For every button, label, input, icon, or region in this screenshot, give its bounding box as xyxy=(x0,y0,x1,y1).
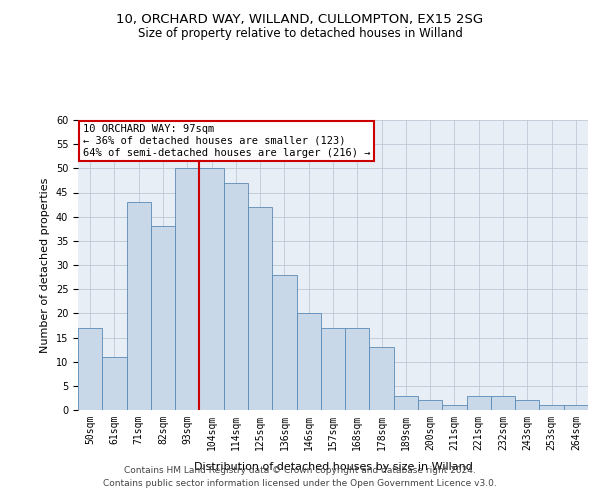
Bar xyxy=(127,202,151,410)
Bar xyxy=(394,396,418,410)
Bar xyxy=(418,400,442,410)
Text: Contains HM Land Registry data © Crown copyright and database right 2024.
Contai: Contains HM Land Registry data © Crown c… xyxy=(103,466,497,487)
Text: Distribution of detached houses by size in Willand: Distribution of detached houses by size … xyxy=(194,462,472,472)
Bar xyxy=(199,168,224,410)
Bar xyxy=(370,347,394,410)
Bar xyxy=(151,226,175,410)
Bar xyxy=(102,357,127,410)
Bar xyxy=(224,183,248,410)
Y-axis label: Number of detached properties: Number of detached properties xyxy=(40,178,50,352)
Bar xyxy=(272,274,296,410)
Bar xyxy=(345,328,370,410)
Bar xyxy=(539,405,564,410)
Bar xyxy=(321,328,345,410)
Bar xyxy=(78,328,102,410)
Bar xyxy=(248,207,272,410)
Text: 10 ORCHARD WAY: 97sqm
← 36% of detached houses are smaller (123)
64% of semi-det: 10 ORCHARD WAY: 97sqm ← 36% of detached … xyxy=(83,124,371,158)
Text: 10, ORCHARD WAY, WILLAND, CULLOMPTON, EX15 2SG: 10, ORCHARD WAY, WILLAND, CULLOMPTON, EX… xyxy=(116,12,484,26)
Bar xyxy=(564,405,588,410)
Bar xyxy=(442,405,467,410)
Bar xyxy=(467,396,491,410)
Text: Size of property relative to detached houses in Willand: Size of property relative to detached ho… xyxy=(137,28,463,40)
Bar xyxy=(515,400,539,410)
Bar xyxy=(296,314,321,410)
Bar xyxy=(491,396,515,410)
Bar xyxy=(175,168,199,410)
